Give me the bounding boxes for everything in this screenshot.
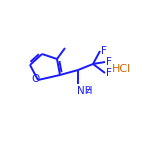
Text: O: O <box>31 74 39 84</box>
Text: 2: 2 <box>86 86 91 95</box>
Text: F: F <box>101 46 107 56</box>
Text: F: F <box>106 57 112 67</box>
Text: NH: NH <box>77 86 93 96</box>
Text: F: F <box>106 68 112 78</box>
Text: HCl: HCl <box>112 64 131 74</box>
